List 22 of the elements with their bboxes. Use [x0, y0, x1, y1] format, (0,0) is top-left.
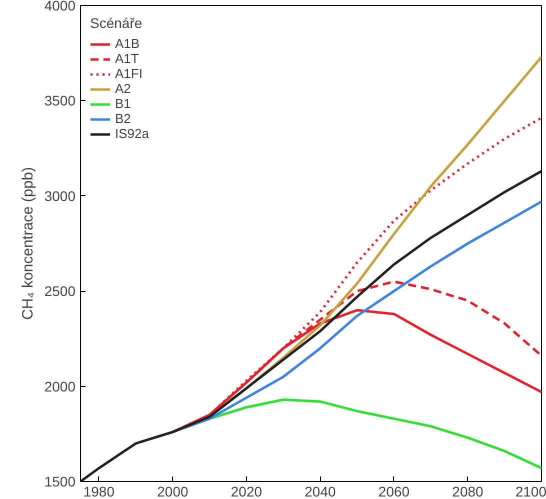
legend-label: B2	[115, 111, 132, 126]
y-tick-label: 4000	[44, 0, 76, 14]
x-tick-label: 2060	[378, 484, 410, 499]
x-tick-label: 2080	[452, 484, 484, 499]
x-tick-label: 1980	[83, 484, 115, 499]
x-tick-label: 2040	[304, 484, 336, 499]
legend-title: Scénáře	[90, 15, 144, 31]
legend-label: IS92a	[115, 126, 149, 141]
y-tick-label: 1500	[44, 474, 76, 490]
y-tick-label: 2500	[44, 283, 76, 300]
y-axis-title: CH₄ koncentrace (ppb)	[19, 167, 36, 320]
legend-label: A1T	[115, 51, 139, 66]
x-tick-label: 2000	[157, 484, 188, 499]
y-tick-label: 3000	[44, 188, 76, 204]
legend-label: A1B	[115, 36, 140, 51]
legend-label: B1	[115, 96, 132, 111]
legend-label: A2	[115, 81, 132, 96]
x-tick-label: 2100	[515, 484, 546, 499]
x-tick-label: 2020	[230, 484, 262, 499]
y-tick-label: 3500	[44, 92, 76, 109]
legend-label: A1FI	[115, 66, 142, 81]
y-tick-label: 2000	[44, 378, 76, 394]
